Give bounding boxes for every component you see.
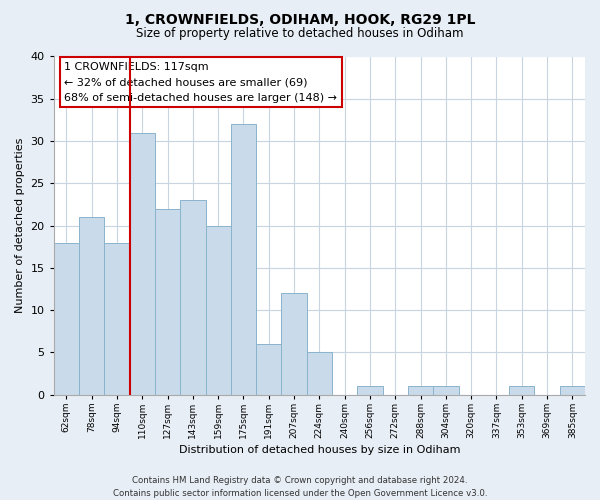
Bar (79, 217, 104, 394)
Bar (509, 386, 535, 394)
Bar (433, 386, 458, 394)
Bar (560, 386, 585, 394)
Bar (54, 242, 79, 394)
Bar (130, 132, 155, 394)
Y-axis label: Number of detached properties: Number of detached properties (15, 138, 25, 314)
Bar (206, 226, 231, 394)
Bar (104, 242, 130, 394)
Bar (180, 200, 206, 394)
Bar (281, 294, 307, 394)
Text: Size of property relative to detached houses in Odiham: Size of property relative to detached ho… (136, 28, 464, 40)
Bar (408, 386, 433, 394)
Text: Contains HM Land Registry data © Crown copyright and database right 2024.
Contai: Contains HM Land Registry data © Crown c… (113, 476, 487, 498)
Bar (358, 386, 383, 394)
Bar (155, 208, 180, 394)
Text: 1, CROWNFIELDS, ODIHAM, HOOK, RG29 1PL: 1, CROWNFIELDS, ODIHAM, HOOK, RG29 1PL (125, 12, 475, 26)
Bar (256, 344, 281, 395)
Bar (307, 352, 332, 395)
X-axis label: Distribution of detached houses by size in Odiham: Distribution of detached houses by size … (179, 445, 460, 455)
Bar (231, 124, 256, 394)
Text: 1 CROWNFIELDS: 117sqm
← 32% of detached houses are smaller (69)
68% of semi-deta: 1 CROWNFIELDS: 117sqm ← 32% of detached … (64, 62, 337, 103)
